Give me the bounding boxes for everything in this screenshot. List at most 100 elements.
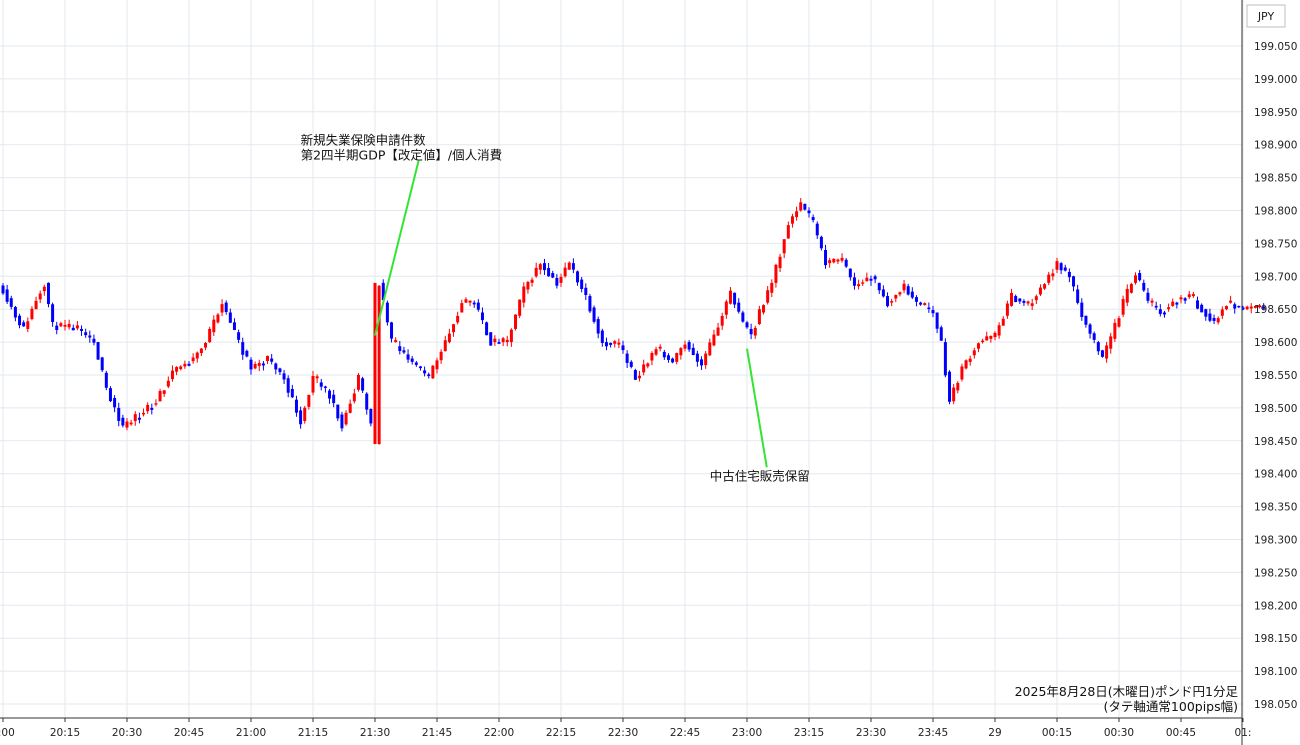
candle (88, 330, 92, 343)
candle (923, 302, 927, 306)
candle-body (976, 343, 980, 349)
candle-body (1162, 312, 1166, 315)
candle (1183, 297, 1187, 304)
candle-body (633, 370, 637, 380)
candle-body (464, 299, 468, 303)
candle-body (869, 278, 873, 281)
candle (414, 360, 418, 367)
candle (179, 365, 183, 371)
candle (509, 328, 513, 347)
candle-body (762, 305, 766, 313)
candle-body (142, 412, 146, 415)
candle-body (1179, 297, 1183, 300)
candle-body (617, 342, 621, 345)
candle (142, 408, 146, 417)
candle (803, 203, 807, 211)
x-tick-label: 23:30 (856, 727, 886, 739)
candle-body (476, 302, 480, 310)
candle (220, 299, 224, 317)
candle-body (1154, 305, 1158, 308)
candle-body (1171, 301, 1175, 306)
candle (1059, 262, 1063, 275)
candle (228, 308, 232, 323)
candle-body (939, 327, 943, 341)
candle (447, 328, 451, 344)
candle (199, 348, 203, 357)
candle-body (733, 292, 737, 305)
candle-body (1051, 273, 1055, 277)
y-tick-label: 198.950 (1254, 107, 1297, 119)
candle-body (1038, 287, 1042, 295)
candle (1171, 298, 1175, 307)
candle-body (828, 260, 832, 264)
currency-badge[interactable] (1246, 4, 1286, 28)
candle (604, 337, 608, 351)
candle-body (1167, 307, 1171, 310)
candle (390, 321, 394, 343)
candle (617, 338, 621, 349)
candle-body (679, 348, 683, 356)
candle (117, 402, 121, 427)
candle (113, 395, 117, 413)
candle (208, 326, 212, 343)
candle (650, 351, 654, 366)
candle (886, 292, 890, 308)
candle-body (836, 259, 840, 262)
candle-body (80, 328, 84, 331)
x-tick-label: 22:45 (670, 727, 700, 739)
candle-body (179, 366, 183, 370)
candle (80, 325, 84, 336)
candle (1038, 284, 1042, 297)
candle-body (1100, 350, 1104, 357)
candle (1138, 269, 1142, 282)
x-tick-label: 21:00 (236, 727, 266, 739)
candle (774, 263, 778, 288)
candle-body (886, 296, 890, 307)
candle (472, 300, 476, 308)
candle-body (753, 327, 757, 336)
candle (741, 310, 745, 323)
candle-body (1067, 271, 1071, 278)
candle-body (749, 328, 753, 335)
candle (1220, 306, 1224, 320)
candle (1055, 257, 1059, 274)
candle-body (857, 284, 861, 287)
candle-body (286, 378, 290, 393)
candle-body (88, 335, 92, 338)
candle-body (770, 282, 774, 293)
candle (679, 347, 683, 360)
candle (1200, 303, 1204, 313)
annotation-label: 中古住宅販売保留 (710, 468, 810, 483)
candle-body (166, 380, 170, 387)
candle-body (1224, 306, 1228, 310)
candle-body (894, 295, 898, 299)
candle (501, 336, 505, 347)
candle (770, 279, 774, 298)
candle (365, 392, 369, 415)
candle-body (443, 340, 447, 352)
y-tick-label: 198.350 (1254, 502, 1297, 514)
candle (237, 329, 241, 344)
candle-body (811, 217, 815, 221)
candle (749, 323, 753, 340)
candle-body (720, 315, 724, 326)
candle (1084, 315, 1088, 328)
candle (728, 287, 732, 305)
candle-body (985, 336, 989, 341)
candle (927, 302, 931, 313)
y-tick-label: 198.050 (1254, 699, 1297, 711)
candle (1134, 272, 1138, 285)
candle (687, 340, 691, 352)
candle (480, 307, 484, 325)
candle-body (712, 334, 716, 346)
x-tick-label: 21:30 (360, 727, 390, 739)
candle (398, 341, 402, 355)
candle (1096, 340, 1100, 355)
candle-body (1063, 267, 1067, 271)
candle-body (307, 394, 311, 407)
candle (410, 355, 414, 365)
candle (708, 338, 712, 357)
candle-body (352, 393, 356, 402)
candle (642, 359, 646, 376)
candle (638, 370, 642, 382)
